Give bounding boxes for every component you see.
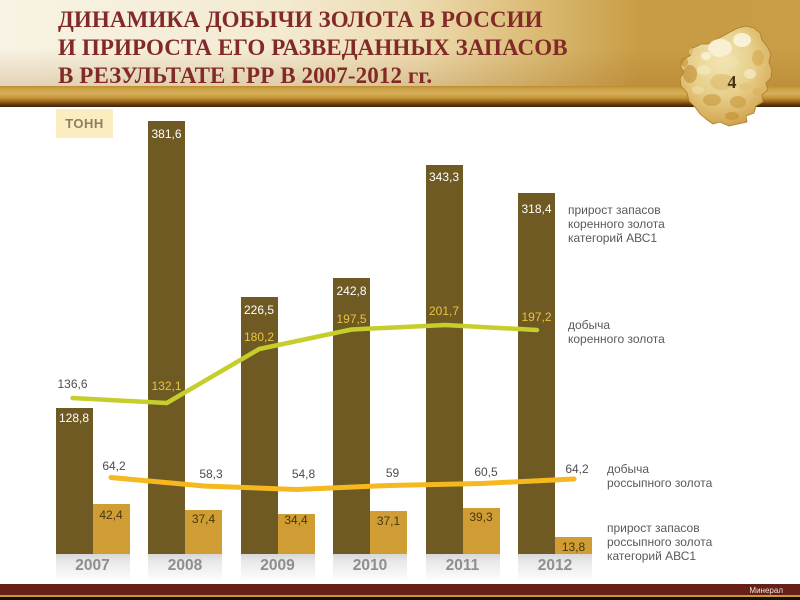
svg-text:4: 4 [728, 72, 737, 92]
